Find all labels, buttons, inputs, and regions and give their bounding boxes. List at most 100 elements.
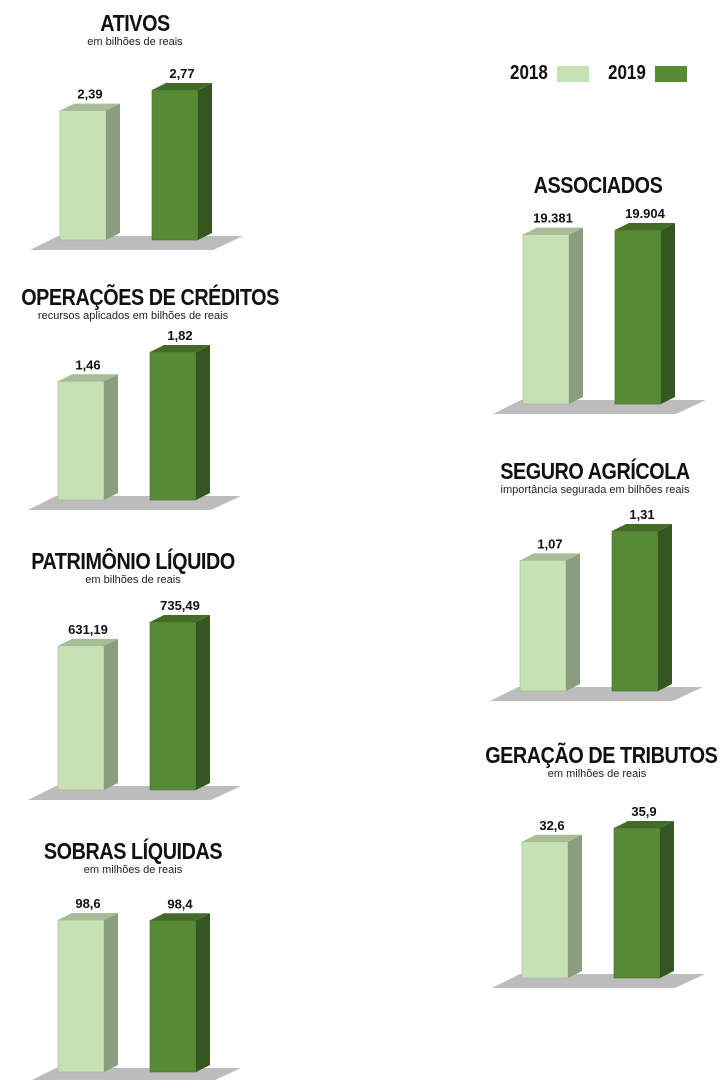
value-label-2018: 19.381 [533,211,573,226]
bar-2018 [522,227,583,405]
bar-front [57,919,105,1073]
chart-title: GERAÇÃO DE TRIBUTOS [485,742,718,768]
bar-front [613,827,661,979]
bar-front [149,621,197,791]
bar-2019 [151,83,212,241]
bar-side [106,103,120,241]
bar-side [196,345,210,500]
bar-top [612,524,672,531]
legend: 2018 2019 [500,62,700,86]
chart-subtitle: recursos aplicados em bilhões de reais [37,310,229,322]
bar-top [520,553,580,561]
chart-patrimonio: PATRIMÔNIO LÍQUIDO em bilhões de reais 6… [3,548,263,800]
chart-title: OPERAÇÕES DE CRÉDITOS [21,284,279,310]
value-label-2018: 98,6 [75,896,100,911]
bar-2018 [519,553,580,692]
bar-top [522,834,582,842]
chart-plot-associados: 19.381 19.904 [493,206,706,414]
chart-subtitle: em milhões de reais [83,864,183,876]
bar-2018 [57,638,118,791]
value-label-2019: 735,49 [160,598,200,613]
chart-sobras: SOBRAS LÍQUIDAS em milhões de reais 98,6… [3,838,263,1080]
value-label-2019: 2,77 [169,66,194,81]
bar-side [104,374,118,500]
bar-front [57,645,105,791]
value-label-2018: 631,19 [68,622,108,637]
chart-subtitle: em bilhões de reais [87,36,183,48]
chart-plot-ativos: 2,39 2,77 [30,66,243,250]
chart-title: ATIVOS [100,10,170,36]
bar-side [566,553,580,691]
bar-side [198,83,212,240]
chart-title: SOBRAS LÍQUIDAS [43,838,223,864]
legend-label-2018: 2018 [510,62,548,84]
chart-subtitle: em bilhões de reais [85,574,181,586]
bar-side [196,615,210,790]
bar-top [58,913,118,920]
bar-2018 [59,103,120,241]
bar-front [151,89,199,241]
bar-top [58,374,118,382]
bar-top [58,638,118,646]
chart-operacoes: OPERAÇÕES DE CRÉDITOS recursos aplicados… [3,284,279,510]
bar-2018 [57,913,118,1073]
bar-front [59,110,107,241]
bar-side [196,913,210,1072]
bar-top [60,103,120,111]
bar-front [522,234,570,405]
bar-top [150,913,210,921]
chart-subtitle: em milhões de reais [547,768,647,780]
value-label-2019: 19.904 [625,206,666,221]
value-label-2019: 1,31 [629,507,654,522]
value-label-2018: 1,07 [537,536,562,551]
chart-plot-sobras: 98,6 98,4 [32,896,241,1080]
value-label-2019: 1,82 [167,328,192,343]
bar-front [519,560,567,692]
chart-title: SEGURO AGRÍCOLA [500,458,690,484]
chart-subtitle: importância segurada em bilhões reais [500,484,690,496]
chart-title: PATRIMÔNIO LÍQUIDO [31,548,235,574]
bar-2019 [149,345,210,501]
bar-2019 [614,223,675,405]
bar-top [150,615,210,622]
bar-front [614,229,662,405]
bar-top [614,821,674,828]
value-label-2019: 35,9 [631,804,656,819]
chart-title: ASSOCIADOS [533,172,663,198]
bar-2018 [57,374,118,501]
bar-top [152,83,212,90]
legend-item-2019: 2019 [608,62,687,85]
bar-top [150,345,210,352]
bar-front [611,530,659,692]
chart-seguro: SEGURO AGRÍCOLA importância segurada em … [465,458,725,701]
chart-plot-seguro: 1,07 1,31 [490,507,703,701]
chart-tributos: GERAÇÃO DE TRIBUTOS em milhões de reais … [467,742,727,988]
bar-side [661,223,675,404]
bar-side [660,821,674,978]
bar-side [104,913,118,1072]
bar-side [658,524,672,691]
bar-side [568,834,582,978]
bar-top [523,227,583,235]
bar-side [569,227,583,404]
bar-2019 [149,913,210,1073]
bar-2019 [149,615,210,791]
legend-swatch-2019 [654,65,687,82]
bar-2018 [521,834,582,979]
bar-front [149,351,197,501]
bar-front [149,920,197,1073]
bar-front [57,380,105,501]
value-label-2018: 2,39 [77,87,102,102]
bar-2019 [613,821,674,979]
chart-associados: ASSOCIADOS 19.381 19.904 [468,172,727,414]
bar-top [615,223,675,230]
chart-ativos: ATIVOS em bilhões de reais 2,39 2,77 [5,10,265,250]
value-label-2019: 98,4 [167,896,193,911]
value-label-2018: 32,6 [539,818,564,833]
chart-plot-tributos: 32,6 35,9 [492,804,705,988]
bar-2019 [611,524,672,692]
chart-plot-patrimonio: 631,19 735,49 [28,598,241,800]
value-label-2018: 1,46 [75,357,100,372]
legend-label-2019: 2019 [608,62,646,84]
chart-plot-operacoes: 1,46 1,82 [28,328,241,510]
